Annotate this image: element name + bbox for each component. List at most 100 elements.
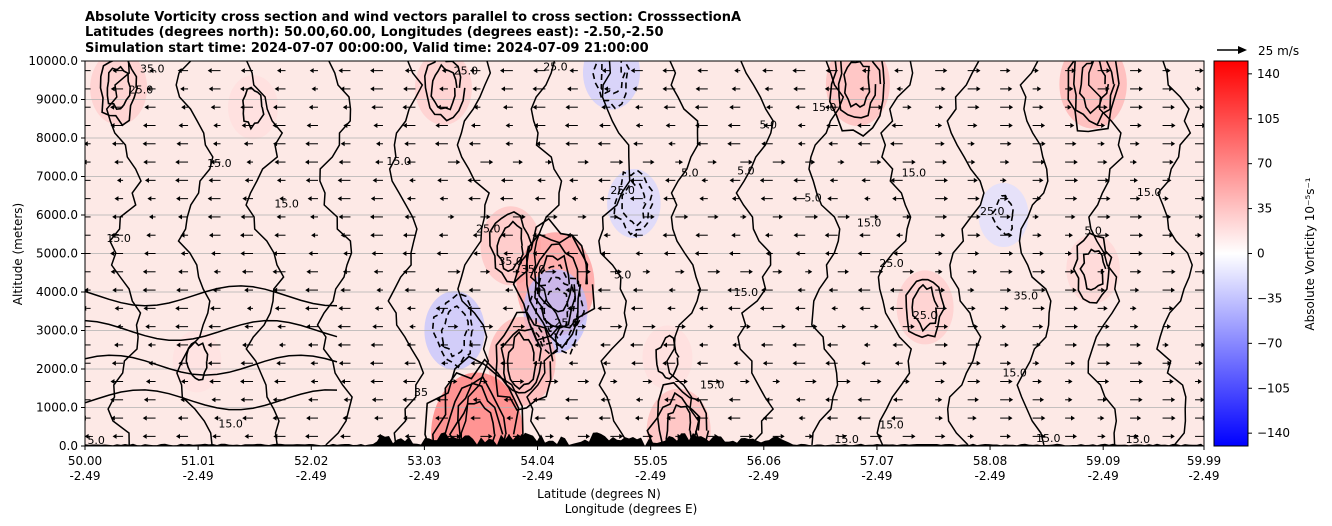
wind-vector-head [146,232,151,238]
wind-vector-head [941,86,946,92]
wind-vector-head [483,379,488,385]
wind-vector-head [180,86,185,92]
contour-line [457,400,496,446]
wind-vector-head [569,68,574,74]
wind-vector-head [1170,104,1175,110]
contour-label: 5.0 [804,192,822,205]
wind-vector-head [78,233,82,238]
wind-vector-head [974,397,979,403]
wind-vector-head [311,232,316,238]
wind-vector-head [1134,324,1139,330]
wind-vector-head [110,415,115,421]
wind-vector-head [142,287,147,293]
wind-vector-head [571,196,576,202]
contour-line [431,358,523,446]
wind-vector-head [731,196,736,202]
contour-line [1016,61,1052,446]
wind-vector-head [568,360,573,366]
wind-vector-head [78,86,82,91]
wind-vector-head [651,324,656,330]
wind-vector-head [305,305,310,311]
wind-vector-head [1170,287,1175,293]
wind-vector-head [1073,159,1078,165]
wind-vector-head [208,324,213,330]
x-tick-label-lat: 57.07 [860,454,894,468]
wind-vector-head [1040,397,1045,403]
contour-line [1156,61,1193,446]
wind-vector-head [403,232,408,238]
wind-vector-head [666,415,671,421]
wind-vector-head [760,196,765,202]
wind-vector-head [342,104,347,110]
wind-vector-head [600,397,605,403]
wind-vector-head [874,324,879,330]
wind-vector-head [437,177,442,183]
wind-vector-head [305,141,310,147]
wind-vector-head [181,104,186,110]
wind-vector-head [944,324,949,330]
wind-vector-head [586,269,591,275]
wind-vector-head [111,141,116,147]
chart-title-line-2: Latitudes (degrees north): 50.00,60.00, … [85,25,664,40]
wind-vector-head [781,159,786,165]
wind-vector-head [403,415,408,421]
wind-vector-head [468,342,473,348]
contour-line [106,65,132,111]
wind-vector-head [944,342,949,348]
wind-vector-head [763,122,768,128]
wind-vector-head [521,324,526,330]
wind-vector-head [404,287,409,293]
wind-vector-head [434,287,439,293]
wind-vector-head [337,324,342,330]
wind-vector-head [759,177,764,183]
wind-vector-head [78,361,82,366]
wind-vector-head [145,379,150,385]
wind-vector-head [240,68,245,74]
wind-vector-head [1171,141,1176,147]
wind-vector-head [402,397,407,403]
wind-vector-head [1071,214,1076,220]
wind-vector-head [110,269,115,275]
wind-vector-head [889,305,894,311]
wind-vector-head [780,433,785,439]
wind-vector-head [1040,305,1045,311]
wind-vector-head [456,269,461,275]
wind-vector-head [793,232,798,238]
x-tick-label-lat: 58.08 [973,454,1007,468]
contour-line [506,330,537,390]
wind-vector-head [148,214,153,220]
wind-vector-head [1167,324,1172,330]
wind-vector-head [1169,379,1174,385]
wind-vector-head [1200,397,1204,403]
wind-vector-head [343,122,348,128]
wind-vector-head [273,433,278,439]
wind-vector-head [499,68,504,74]
contour-label: 25.0 [610,184,635,197]
wind-vector-head [1073,305,1078,311]
wind-vector-head [1101,287,1106,293]
plot-area: 5.0 25.0 35.0 15.0 15.0 15.0 15.0 15.0 25.0 25.0 2… [78,60,1205,447]
wind-vector-head [406,159,411,165]
wind-vector-head [846,379,851,385]
wind-vector-head [244,324,249,330]
wind-vector-head [1034,214,1039,220]
wind-vector-head [207,342,212,348]
wind-vector-head [795,397,800,403]
quiver-key-arrowhead [1238,46,1247,54]
wind-vector-head [176,287,181,293]
contour-label: 25.0 [543,61,568,74]
wind-vector-head [343,397,348,403]
wind-vector-head [340,232,345,238]
contour-label: 15.0 [834,433,859,446]
wind-vector-head [342,415,347,421]
wind-vector-head [340,433,345,439]
x-axis-label-line-1: Latitude (degrees N) [537,487,661,501]
contour-line [1079,248,1107,291]
wind-vector-head [582,324,587,330]
wind-vector-head [1070,269,1075,275]
wind-vector-head [456,433,461,439]
wind-vector-head [276,360,281,366]
wind-vector-head [241,269,246,275]
wind-vector-head [1132,305,1137,311]
contour-label: 25.0 [913,309,938,322]
